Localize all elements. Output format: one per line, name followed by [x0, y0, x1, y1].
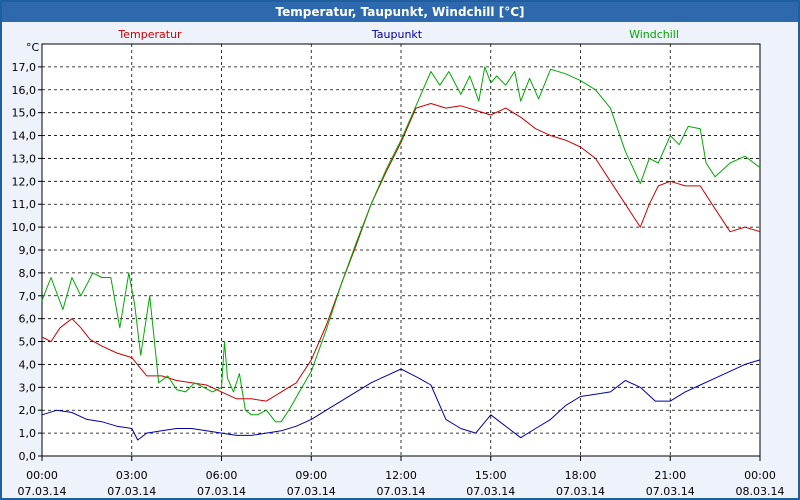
- x-tick-date: 07.03.14: [197, 485, 246, 498]
- chart-title: Temperatur, Taupunkt, Windchill [°C]: [2, 2, 798, 22]
- legend-windchill: Windchill: [629, 28, 679, 41]
- y-axis-unit: °C: [26, 41, 40, 54]
- y-tick-label: 5,0: [19, 336, 37, 349]
- y-tick-label: 3,0: [19, 381, 37, 394]
- y-tick-label: 4,0: [19, 358, 37, 371]
- y-tick-label: 10,0: [12, 221, 37, 234]
- y-tick-label: 16,0: [12, 84, 37, 97]
- series-line-windchill: [41, 66, 761, 423]
- x-tick-time: 00:00: [744, 469, 776, 482]
- y-tick-label: 11,0: [12, 198, 37, 211]
- y-tick-label: 13,0: [12, 152, 37, 165]
- y-tick-label: 1,0: [19, 427, 37, 440]
- x-tick-date: 07.03.14: [287, 485, 336, 498]
- y-tick-label: 12,0: [12, 175, 37, 188]
- x-tick-time: 21:00: [654, 469, 686, 482]
- y-tick-label: 15,0: [12, 107, 37, 120]
- x-tick-time: 12:00: [385, 469, 417, 482]
- x-tick-date: 07.03.14: [556, 485, 605, 498]
- y-tick-label: 8,0: [19, 267, 37, 280]
- x-tick-time: 06:00: [206, 469, 238, 482]
- legend-taupunkt: Taupunkt: [371, 28, 423, 41]
- series-line-temperatur: [41, 103, 761, 402]
- x-tick-time: 15:00: [475, 469, 507, 482]
- series-line-taupunkt: [41, 359, 761, 441]
- x-tick-date: 07.03.14: [646, 485, 695, 498]
- x-tick-time: 18:00: [565, 469, 597, 482]
- y-tick-label: 9,0: [19, 244, 37, 257]
- chart-area: 0,0 1,0 2,0 3,0 4,0 5,0 6,0 7,0 8,0 9,0 10,0 11,0 12…: [12, 28, 785, 498]
- x-tick-date: 07.03.14: [107, 485, 156, 498]
- x-tick-date: 07.03.14: [18, 485, 67, 498]
- x-tick-time: 09:00: [295, 469, 327, 482]
- y-tick-label: 0,0: [19, 450, 37, 463]
- y-tick-label: 6,0: [19, 313, 37, 326]
- x-tick-time: 03:00: [116, 469, 148, 482]
- x-tick-date: 07.03.14: [466, 485, 515, 498]
- x-tick-date: 07.03.14: [377, 485, 426, 498]
- y-tick-label: 14,0: [12, 130, 37, 143]
- y-tick-label: 17,0: [12, 61, 37, 74]
- x-tick-date: 08.03.14: [736, 485, 785, 498]
- y-tick-label: 7,0: [19, 290, 37, 303]
- legend-temperatur: Temperatur: [117, 28, 182, 41]
- x-tick-time: 00:00: [26, 469, 58, 482]
- y-tick-label: 2,0: [19, 404, 37, 417]
